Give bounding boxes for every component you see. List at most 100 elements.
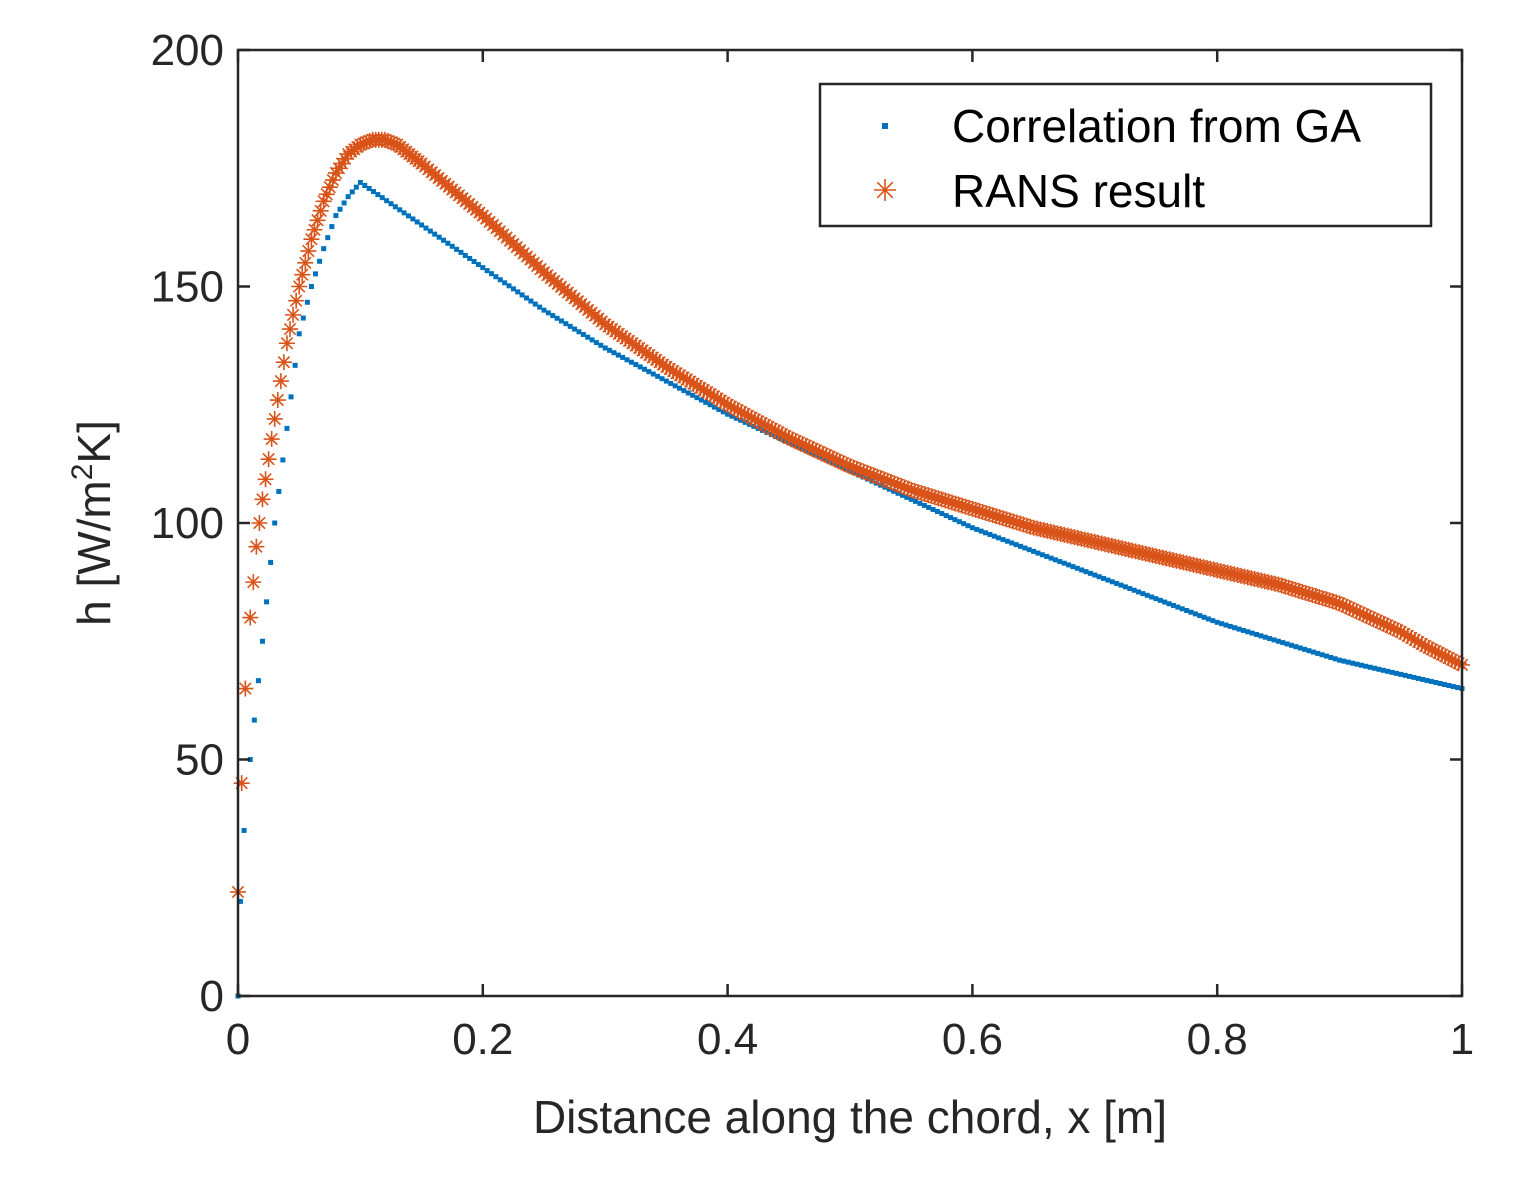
- correlation-point: [899, 492, 905, 498]
- correlation-point: [808, 450, 814, 456]
- rans-point: [242, 609, 259, 626]
- rans-point: [254, 491, 271, 508]
- rans-point-stroke: [286, 308, 300, 322]
- correlation-point: [1114, 580, 1120, 586]
- correlation-point: [607, 347, 613, 353]
- correlation-point: [1197, 613, 1203, 619]
- rans-point: [260, 451, 277, 468]
- rans-point: [321, 179, 338, 196]
- rans-point-stroke: [250, 540, 263, 553]
- correlation-point: [956, 519, 962, 525]
- correlation-point: [259, 638, 265, 644]
- correlation-point: [904, 494, 910, 500]
- correlation-point: [983, 530, 989, 536]
- rans-point-stroke: [265, 432, 278, 446]
- rans-point: [272, 373, 289, 390]
- correlation-point: [659, 376, 665, 382]
- correlation-point: [480, 265, 486, 271]
- correlation-point: [251, 717, 257, 723]
- correlation-point: [602, 345, 608, 351]
- correlation-point: [515, 289, 521, 295]
- rans-point-stroke: [296, 268, 309, 281]
- correlation-point: [738, 417, 744, 423]
- correlation-point: [1380, 667, 1386, 673]
- correlation-point: [1118, 582, 1124, 588]
- correlation-point: [677, 385, 683, 391]
- correlation-point: [1367, 664, 1373, 670]
- correlation-point: [856, 472, 862, 478]
- correlation-point: [1341, 658, 1347, 664]
- y-tick-label: 0: [200, 972, 224, 1021]
- correlation-point: [1376, 666, 1382, 672]
- rans-point: [275, 354, 292, 371]
- correlation-point: [1205, 616, 1211, 622]
- legend: Correlation from GA RANS result: [818, 82, 1433, 228]
- correlation-point: [313, 271, 319, 277]
- correlation-point: [825, 458, 831, 464]
- correlation-point: [620, 354, 626, 360]
- correlation-point: [550, 313, 556, 319]
- correlation-point: [572, 326, 578, 332]
- correlation-point: [427, 228, 433, 234]
- rans-point-stroke: [244, 611, 257, 624]
- legend-label-rans: RANS result: [952, 165, 1205, 217]
- rans-point: [266, 410, 283, 427]
- correlation-point: [384, 198, 390, 204]
- correlation-point: [934, 509, 940, 515]
- correlation-point: [1271, 637, 1277, 643]
- correlation-point: [1393, 670, 1399, 676]
- correlation-point: [1289, 642, 1295, 648]
- correlation-point: [1319, 652, 1325, 658]
- correlation-point: [1437, 680, 1443, 686]
- correlation-point: [1048, 555, 1054, 561]
- correlation-point: [405, 213, 411, 219]
- rans-point-stroke: [280, 337, 294, 350]
- correlation-point: [777, 436, 783, 442]
- correlation-point: [921, 502, 927, 508]
- correlation-point: [1074, 565, 1080, 571]
- correlation-point: [264, 599, 270, 605]
- rans-point: [282, 321, 299, 338]
- rans-point-stroke: [289, 294, 303, 307]
- correlation-point: [1240, 627, 1246, 633]
- correlation-point: [414, 219, 420, 225]
- correlation-point: [1323, 653, 1329, 659]
- correlation-point: [1144, 592, 1150, 598]
- correlation-point: [1297, 645, 1303, 651]
- rans-point-stroke: [302, 244, 315, 258]
- correlation-point: [241, 827, 247, 833]
- correlation-point: [1275, 638, 1281, 644]
- correlation-point: [467, 255, 473, 261]
- correlation-point: [1052, 557, 1058, 563]
- correlation-point: [489, 271, 495, 277]
- correlation-point: [300, 315, 306, 321]
- legend-marker-rans-glyph: [874, 179, 896, 201]
- correlation-point: [1000, 537, 1006, 543]
- correlation-point: [1131, 587, 1137, 593]
- correlation-point: [1223, 622, 1229, 628]
- correlation-point: [1188, 609, 1194, 615]
- correlation-point: [729, 413, 735, 419]
- rans-point-stroke: [299, 256, 312, 270]
- rans-point: [285, 306, 302, 323]
- correlation-point: [1236, 626, 1242, 632]
- correlation-point: [1022, 545, 1028, 551]
- correlation-point: [694, 395, 700, 401]
- correlation-point: [821, 456, 827, 462]
- correlation-point: [991, 533, 997, 539]
- correlation-point: [528, 298, 534, 304]
- correlation-point: [1026, 547, 1032, 553]
- correlation-point: [1350, 660, 1356, 666]
- rans-point: [233, 775, 250, 792]
- rans-point-stroke: [268, 412, 281, 426]
- correlation-point: [1337, 657, 1343, 663]
- correlation-point: [978, 528, 984, 534]
- correlation-point: [333, 213, 339, 219]
- correlation-point: [345, 194, 351, 200]
- y-tick-label: 200: [151, 26, 224, 75]
- correlation-point: [655, 373, 661, 379]
- rans-point-stroke: [253, 516, 266, 530]
- correlation-point: [1428, 678, 1434, 684]
- x-tick-label: 1: [1450, 1015, 1474, 1064]
- correlation-point: [1009, 540, 1015, 546]
